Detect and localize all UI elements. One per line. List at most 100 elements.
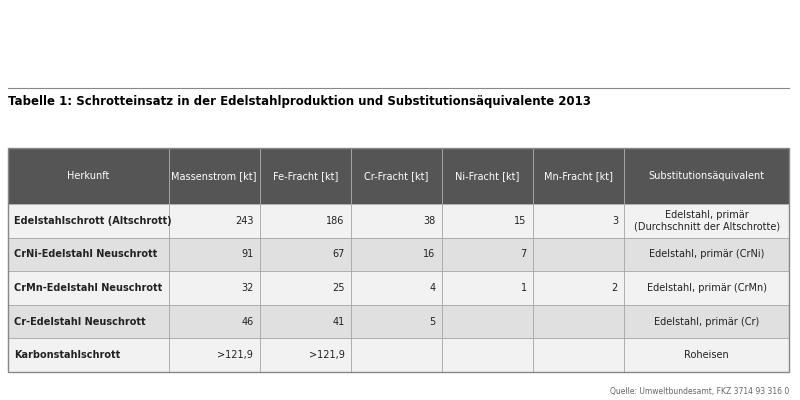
Bar bbox=[624, 305, 790, 338]
Bar bbox=[533, 305, 624, 338]
Bar bbox=[260, 238, 351, 271]
Bar bbox=[533, 238, 624, 271]
Text: Mn-Fracht [kt]: Mn-Fracht [kt] bbox=[544, 171, 614, 181]
Bar bbox=[351, 338, 442, 372]
Bar bbox=[351, 271, 442, 305]
Bar bbox=[260, 338, 351, 372]
Bar bbox=[624, 204, 790, 238]
Bar bbox=[169, 271, 260, 305]
Text: Ni-Fracht [kt]: Ni-Fracht [kt] bbox=[455, 171, 520, 181]
Bar bbox=[624, 305, 790, 338]
Text: Edelstahl, primär (CrNi): Edelstahl, primär (CrNi) bbox=[649, 250, 765, 260]
Bar bbox=[442, 204, 533, 238]
Text: 38: 38 bbox=[423, 216, 436, 226]
Bar bbox=[8, 305, 169, 338]
Bar bbox=[624, 238, 790, 271]
Bar bbox=[442, 338, 533, 372]
Text: Edelstahl, primär (Cr): Edelstahl, primär (Cr) bbox=[654, 317, 759, 326]
Bar bbox=[533, 238, 624, 271]
Text: 32: 32 bbox=[241, 283, 254, 293]
Bar bbox=[533, 271, 624, 305]
Bar bbox=[8, 238, 169, 271]
Bar bbox=[169, 238, 260, 271]
Bar bbox=[624, 338, 790, 372]
Bar bbox=[169, 338, 260, 372]
Bar bbox=[8, 305, 169, 338]
Bar bbox=[442, 204, 533, 238]
Text: 25: 25 bbox=[332, 283, 345, 293]
Bar bbox=[8, 238, 169, 271]
Text: Herkunft: Herkunft bbox=[67, 171, 110, 181]
Text: 1: 1 bbox=[521, 283, 527, 293]
Text: Cr-Fracht [kt]: Cr-Fracht [kt] bbox=[364, 171, 429, 181]
Bar bbox=[351, 271, 442, 305]
Text: 243: 243 bbox=[235, 216, 254, 226]
Bar bbox=[624, 338, 790, 372]
Bar bbox=[533, 204, 624, 238]
Text: 16: 16 bbox=[423, 250, 436, 260]
Bar bbox=[8, 271, 169, 305]
Bar bbox=[442, 305, 533, 338]
Bar bbox=[442, 271, 533, 305]
Bar bbox=[169, 338, 260, 372]
Text: 41: 41 bbox=[332, 317, 345, 326]
Bar bbox=[260, 271, 351, 305]
Bar bbox=[442, 338, 533, 372]
Bar bbox=[624, 271, 790, 305]
Bar bbox=[260, 271, 351, 305]
Text: 7: 7 bbox=[521, 250, 527, 260]
Text: 5: 5 bbox=[430, 317, 436, 326]
Bar bbox=[533, 204, 624, 238]
Bar bbox=[442, 148, 533, 204]
Text: Tabelle 1: Schrotteinsatz in der Edelstahlproduktion und Substitutionsäquivalent: Tabelle 1: Schrotteinsatz in der Edelsta… bbox=[8, 95, 591, 108]
Bar bbox=[169, 271, 260, 305]
Text: Roheisen: Roheisen bbox=[685, 350, 730, 360]
Text: 15: 15 bbox=[514, 216, 527, 226]
Bar bbox=[260, 338, 351, 372]
Text: 186: 186 bbox=[326, 216, 345, 226]
Bar bbox=[351, 204, 442, 238]
Bar bbox=[624, 271, 790, 305]
Text: Substitutionsäquivalent: Substitutionsäquivalent bbox=[649, 171, 765, 181]
Bar bbox=[8, 338, 169, 372]
Bar bbox=[8, 204, 169, 238]
Bar bbox=[8, 148, 169, 204]
Text: Massenstrom [kt]: Massenstrom [kt] bbox=[171, 171, 257, 181]
Bar bbox=[351, 305, 442, 338]
Text: >121,9: >121,9 bbox=[218, 350, 254, 360]
Bar bbox=[442, 305, 533, 338]
Text: Karbonstahlschrott: Karbonstahlschrott bbox=[14, 350, 121, 360]
Bar bbox=[624, 148, 790, 204]
Text: Quelle: Umweltbundesamt, FKZ 3714 93 316 0: Quelle: Umweltbundesamt, FKZ 3714 93 316… bbox=[610, 387, 790, 396]
Bar bbox=[624, 148, 790, 204]
Bar bbox=[442, 148, 533, 204]
Bar bbox=[260, 305, 351, 338]
Text: Fe-Fracht [kt]: Fe-Fracht [kt] bbox=[273, 171, 338, 181]
Bar bbox=[442, 238, 533, 271]
Bar bbox=[442, 238, 533, 271]
Bar bbox=[169, 305, 260, 338]
Bar bbox=[533, 338, 624, 372]
Text: >121,9: >121,9 bbox=[309, 350, 345, 360]
Bar bbox=[351, 204, 442, 238]
Text: 3: 3 bbox=[612, 216, 618, 226]
Bar bbox=[8, 271, 169, 305]
Bar bbox=[8, 338, 169, 372]
Bar bbox=[8, 148, 169, 204]
Bar bbox=[351, 148, 442, 204]
Text: CrNi-Edelstahl Neuschrott: CrNi-Edelstahl Neuschrott bbox=[14, 250, 158, 260]
Bar bbox=[169, 148, 260, 204]
Text: CrMn-Edelstahl Neuschrott: CrMn-Edelstahl Neuschrott bbox=[14, 283, 162, 293]
Bar bbox=[533, 148, 624, 204]
Text: 2: 2 bbox=[612, 283, 618, 293]
Bar bbox=[533, 148, 624, 204]
Bar bbox=[169, 204, 260, 238]
Text: 46: 46 bbox=[241, 317, 254, 326]
Bar bbox=[351, 338, 442, 372]
Bar bbox=[351, 238, 442, 271]
Bar bbox=[351, 305, 442, 338]
Bar bbox=[260, 204, 351, 238]
Bar bbox=[260, 238, 351, 271]
Bar bbox=[351, 238, 442, 271]
Bar bbox=[169, 238, 260, 271]
